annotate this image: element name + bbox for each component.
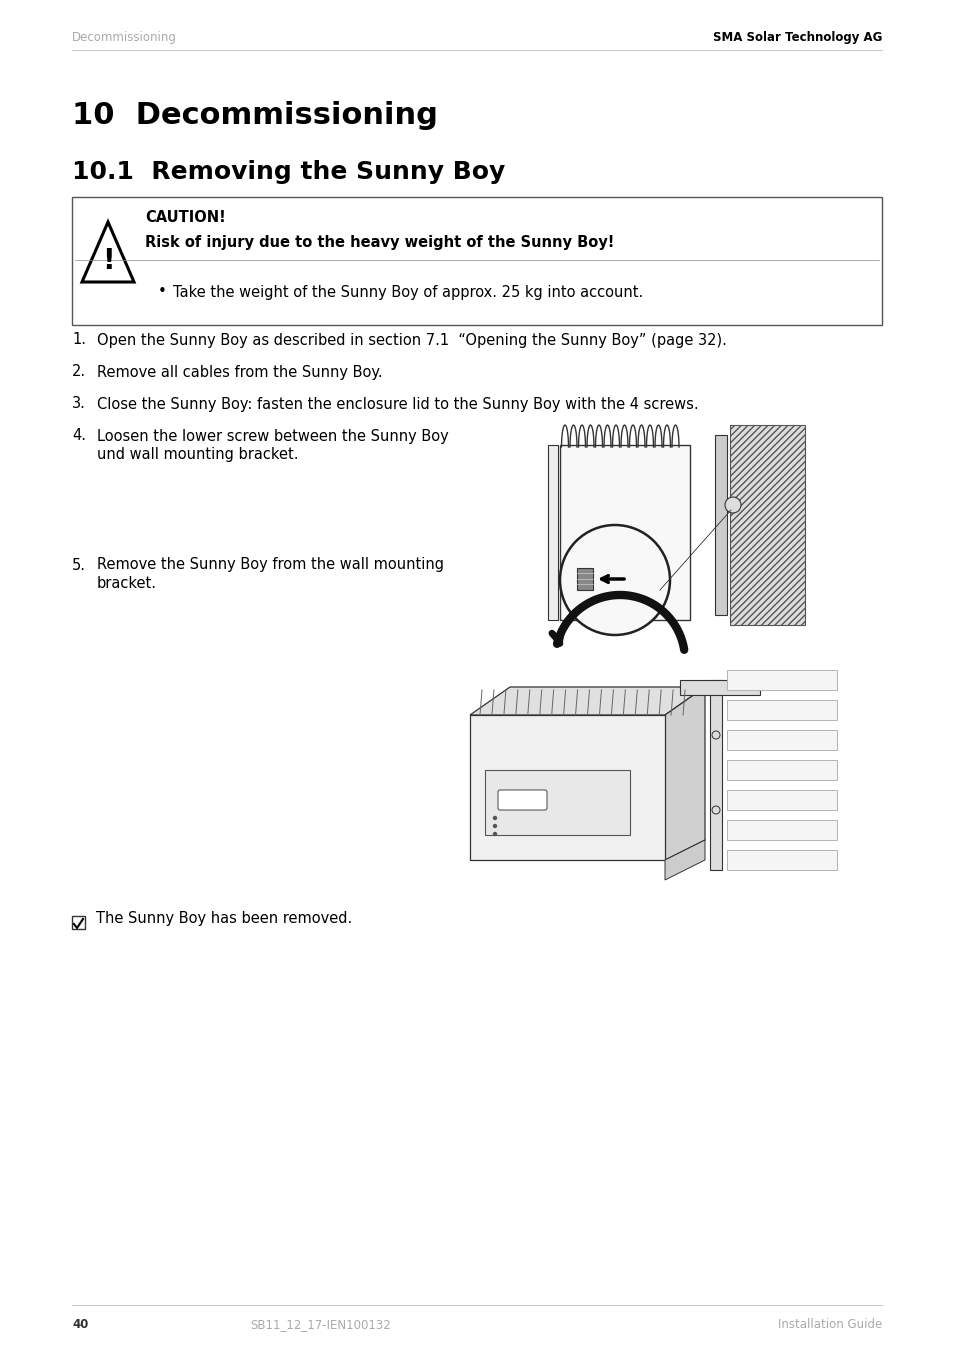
Bar — [729, 425, 804, 625]
FancyBboxPatch shape — [497, 790, 546, 810]
Text: Installation Guide: Installation Guide — [777, 1318, 882, 1332]
Polygon shape — [664, 687, 704, 860]
Text: 10.1  Removing the Sunny Boy: 10.1 Removing the Sunny Boy — [71, 160, 505, 184]
Bar — [547, 445, 558, 621]
Bar — [71, 197, 882, 324]
Polygon shape — [470, 687, 704, 715]
Text: 4.: 4. — [71, 429, 86, 443]
Text: The Sunny Boy has been removed.: The Sunny Boy has been removed. — [96, 911, 352, 926]
Circle shape — [493, 817, 496, 819]
Text: Remove the Sunny Boy from the wall mounting: Remove the Sunny Boy from the wall mount… — [97, 557, 443, 572]
Text: !: ! — [102, 247, 114, 274]
Text: CAUTION!: CAUTION! — [145, 211, 226, 226]
Bar — [484, 771, 629, 836]
Text: SMA Solar Technology AG: SMA Solar Technology AG — [712, 31, 882, 45]
Bar — [726, 850, 836, 869]
Bar — [726, 760, 836, 780]
Circle shape — [493, 833, 496, 836]
Polygon shape — [664, 840, 704, 880]
Bar — [679, 680, 760, 695]
Text: Loosen the lower screw between the Sunny Boy: Loosen the lower screw between the Sunny… — [97, 429, 448, 443]
Text: bracket.: bracket. — [97, 576, 157, 592]
Bar — [709, 680, 721, 869]
Text: und wall mounting bracket.: und wall mounting bracket. — [97, 448, 298, 462]
Text: Remove all cables from the Sunny Boy.: Remove all cables from the Sunny Boy. — [97, 365, 382, 380]
Text: Decommissioning: Decommissioning — [71, 31, 176, 45]
Bar — [470, 715, 664, 860]
Text: 1.: 1. — [71, 333, 86, 347]
Circle shape — [493, 825, 496, 827]
Text: •: • — [158, 284, 167, 300]
Text: 3.: 3. — [71, 396, 86, 411]
Bar — [726, 700, 836, 721]
Text: 40: 40 — [71, 1318, 89, 1332]
Circle shape — [724, 498, 740, 512]
Bar — [726, 671, 836, 690]
Bar — [71, 917, 85, 929]
Bar — [714, 435, 726, 615]
Text: Open the Sunny Boy as described in section 7.1  “Opening the Sunny Boy” (page 32: Open the Sunny Boy as described in secti… — [97, 333, 726, 347]
Bar — [726, 730, 836, 750]
Text: Close the Sunny Boy: fasten the enclosure lid to the Sunny Boy with the 4 screws: Close the Sunny Boy: fasten the enclosur… — [97, 396, 698, 411]
Bar — [726, 821, 836, 840]
Text: Take the weight of the Sunny Boy of approx. 25 kg into account.: Take the weight of the Sunny Boy of appr… — [172, 284, 642, 300]
Bar — [559, 445, 689, 621]
Text: Risk of injury due to the heavy weight of the Sunny Boy!: Risk of injury due to the heavy weight o… — [145, 234, 614, 250]
Text: 2.: 2. — [71, 365, 86, 380]
Bar — [577, 568, 593, 589]
Text: 5.: 5. — [71, 557, 86, 572]
Text: SB11_12_17-IEN100132: SB11_12_17-IEN100132 — [250, 1318, 391, 1332]
Bar — [726, 790, 836, 810]
Circle shape — [559, 525, 669, 635]
Text: 10  Decommissioning: 10 Decommissioning — [71, 100, 437, 130]
